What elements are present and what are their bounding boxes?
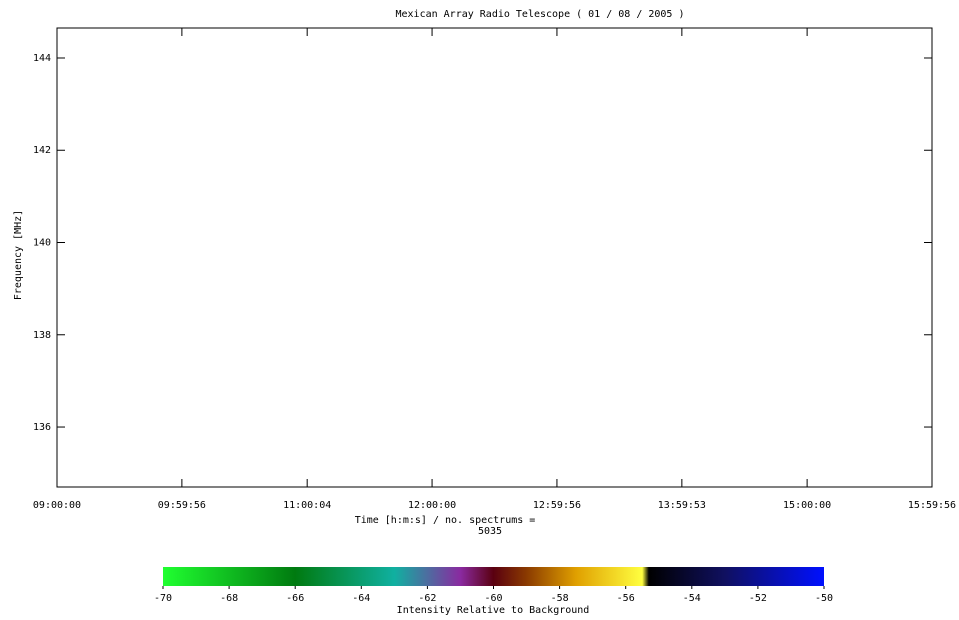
colorbar-tick-label: -54 — [683, 593, 701, 604]
plot-frame — [56, 27, 933, 488]
x-axis-label: Time [h:m:s] / no. spectrums = — [355, 515, 536, 526]
chart-title: Mexican Array Radio Telescope ( 01 / 08 … — [396, 9, 685, 20]
y-tick-label: 140 — [33, 238, 51, 249]
colorbar-tick-label: -64 — [352, 593, 370, 604]
y-tick-label: 138 — [33, 330, 51, 341]
x-tick-label: 09:59:56 — [158, 500, 206, 511]
colorbar-tick-label: -56 — [617, 593, 635, 604]
colorbar-tick-label: -52 — [749, 593, 767, 604]
x-tick-label: 09:00:00 — [33, 500, 81, 511]
colorbar-tick-label: -62 — [418, 593, 436, 604]
x-tick-label: 11:00:04 — [283, 500, 331, 511]
colorbar — [163, 567, 824, 586]
colorbar-tick-label: -70 — [154, 593, 172, 604]
colorbar-tick-label: -50 — [815, 593, 833, 604]
x-axis-label: 5035 — [478, 526, 502, 537]
x-tick-label: 13:59:53 — [658, 500, 706, 511]
colorbar-tick-label: -66 — [286, 593, 304, 604]
colorbar-label: Intensity Relative to Background — [397, 605, 590, 616]
x-tick-label: 15:59:56 — [908, 500, 956, 511]
colorbar-tick-label: -68 — [220, 593, 238, 604]
y-axis-label: Frequency [MHz] — [13, 210, 24, 300]
y-tick-label: 142 — [33, 145, 51, 156]
x-tick-label: 12:00:00 — [408, 500, 456, 511]
colorbar-tick-label: -60 — [484, 593, 502, 604]
x-tick-label: 12:59:56 — [533, 500, 581, 511]
y-tick-label: 144 — [33, 53, 51, 64]
colorbar-tick-label: -58 — [551, 593, 569, 604]
y-tick-label: 136 — [33, 422, 51, 433]
x-tick-label: 15:00:00 — [783, 500, 831, 511]
